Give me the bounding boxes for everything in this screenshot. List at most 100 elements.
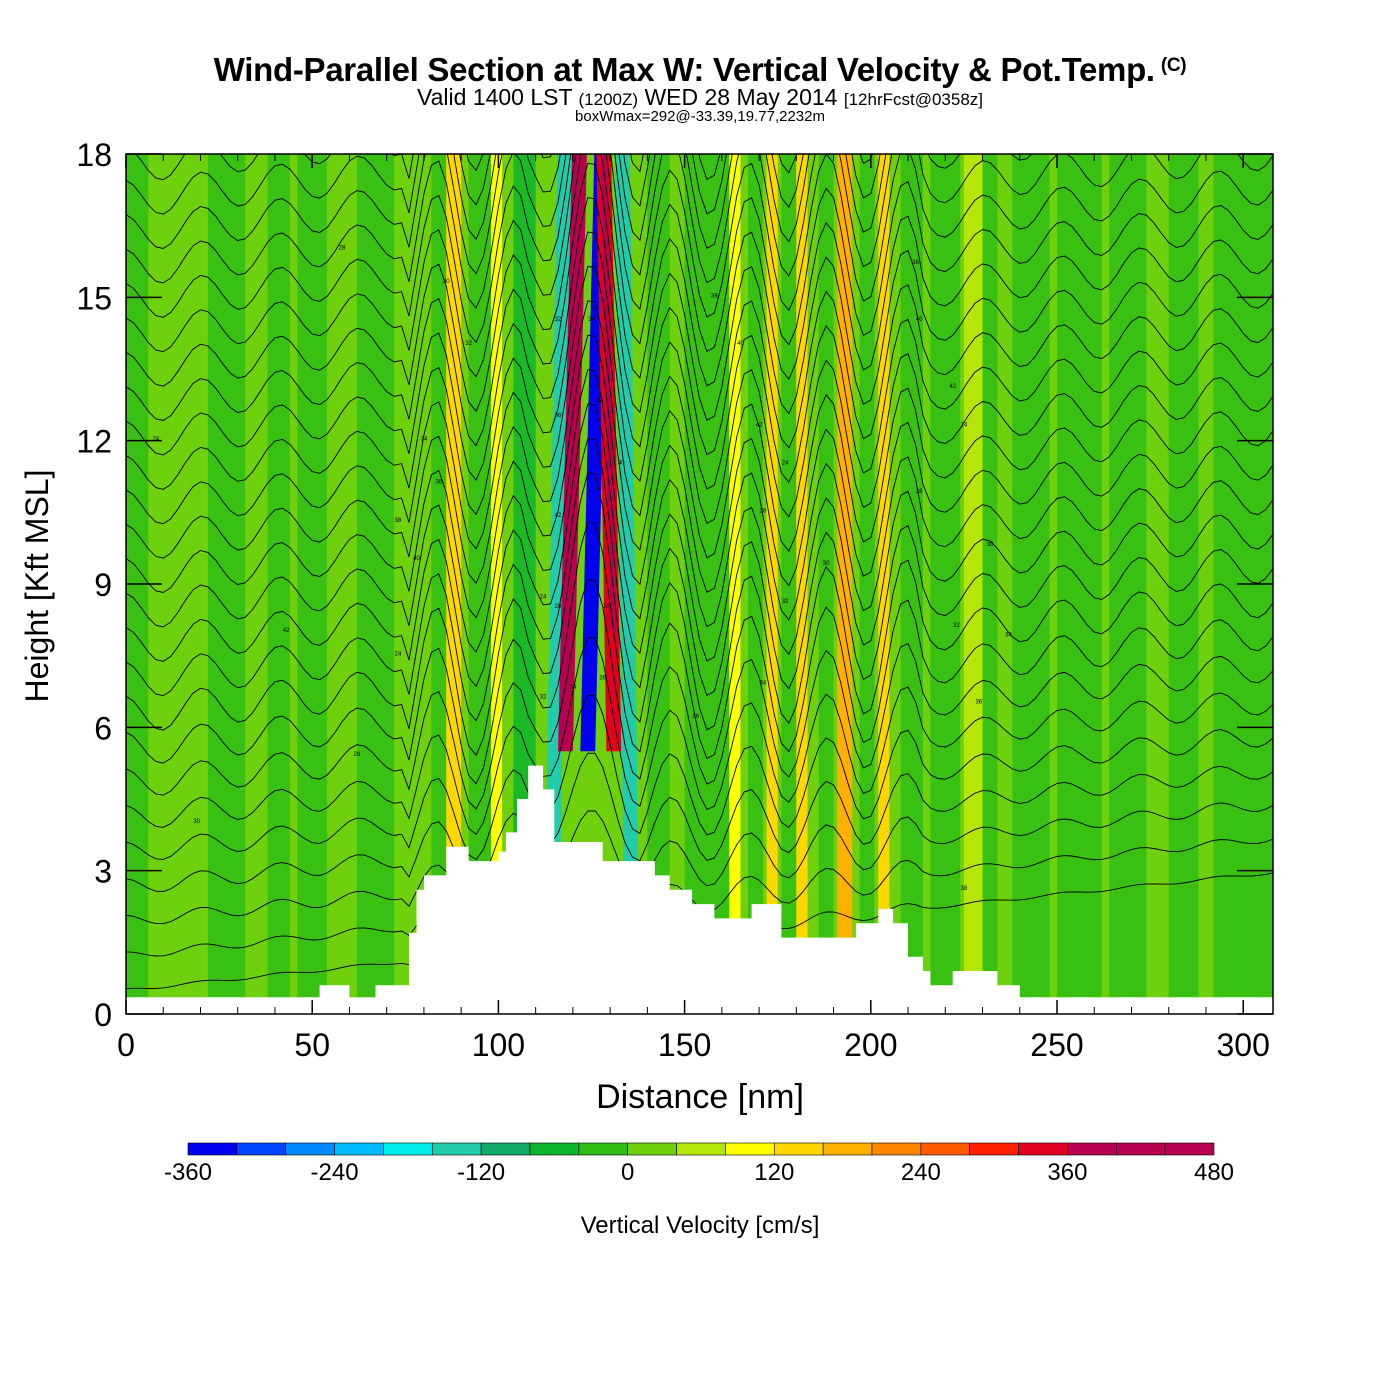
y-tick-label: 12 bbox=[76, 424, 112, 460]
subtitle-valid: Valid 1400 LST bbox=[416, 84, 573, 110]
contour-label: 36 bbox=[555, 413, 562, 419]
contour-label: 36 bbox=[435, 480, 442, 486]
contour-label: 40 bbox=[916, 317, 923, 323]
y-tick-label: 6 bbox=[94, 710, 112, 746]
contour-label: 24 bbox=[395, 652, 402, 658]
colorbar-cell bbox=[725, 1142, 775, 1156]
velocity-band bbox=[963, 154, 983, 1014]
contour-label: 34 bbox=[570, 685, 577, 691]
isentrope-line bbox=[126, 162, 1273, 447]
velocity-band bbox=[766, 154, 778, 1014]
field-texture-column bbox=[859, 154, 875, 1014]
colorbar-cell bbox=[871, 1142, 922, 1156]
chart-subtitle: Valid 1400 LST (1200Z) WED 28 May 2014 [… bbox=[0, 84, 1400, 111]
contour-label: 38 bbox=[596, 398, 603, 404]
contour-label: 40 bbox=[413, 556, 420, 562]
isentrope-line bbox=[135, 154, 873, 206]
field-texture-column bbox=[267, 154, 290, 1014]
field-texture-column bbox=[982, 154, 998, 1014]
isentrope-line bbox=[126, 0, 1273, 102]
colorbar-cell bbox=[822, 1142, 873, 1156]
isentrope-line bbox=[126, 472, 1273, 757]
isentrope-line bbox=[126, 231, 1273, 516]
contour-label: 28 bbox=[759, 508, 766, 514]
subtitle-fcst: [12hrFcst@0358z] bbox=[843, 90, 984, 109]
field-texture-column bbox=[163, 154, 186, 1014]
contour-label: 24 bbox=[782, 461, 789, 467]
contour-label: 32 bbox=[953, 623, 960, 629]
contour-label: 28 bbox=[339, 246, 346, 252]
contour-label: 32 bbox=[555, 317, 562, 323]
velocity-band-core bbox=[562, 154, 583, 632]
copyright-mark: (C) bbox=[1160, 55, 1187, 76]
contour-label: 36 bbox=[599, 676, 606, 682]
contour-label: 32 bbox=[465, 341, 472, 347]
isentrope-line bbox=[126, 579, 1273, 810]
box-info: boxWmax=292@-33.39,19.77,2232m bbox=[575, 108, 825, 125]
colorbar-cell bbox=[1115, 1142, 1166, 1156]
colorbar-cell bbox=[578, 1142, 629, 1156]
velocity-band bbox=[615, 154, 640, 1014]
colorbar-cell bbox=[431, 1142, 482, 1156]
colorbar-tick-label: 240 bbox=[901, 1159, 941, 1186]
colorbar-cell bbox=[187, 1142, 238, 1156]
contour-label: 30 bbox=[193, 819, 200, 825]
isentrope-line bbox=[126, 521, 1273, 785]
colorbar-cell bbox=[285, 1142, 335, 1156]
isentrope-line bbox=[466, 154, 484, 172]
colorbar-cell bbox=[676, 1142, 726, 1156]
isentrope-line bbox=[126, 637, 1273, 835]
title-text: Wind-Parallel Section at Max W: Vertical… bbox=[213, 51, 1155, 88]
contour-label: 34 bbox=[1005, 633, 1012, 639]
contour-label: 32 bbox=[540, 695, 547, 701]
colorbar: -360 -240 -120 0 120 240 360 480 bbox=[164, 1142, 1234, 1186]
field-texture-column bbox=[781, 154, 797, 1014]
field-texture-column bbox=[714, 154, 730, 1014]
isentrope-line bbox=[126, 300, 1273, 585]
contour-label: 42 bbox=[756, 422, 763, 428]
contour-label: 38 bbox=[961, 886, 968, 892]
x-tick-label: 250 bbox=[1030, 1027, 1083, 1063]
field-texture-column bbox=[1057, 154, 1102, 1014]
colorbar-tick-label: 360 bbox=[1047, 1159, 1087, 1186]
colorbar-cell bbox=[383, 1142, 433, 1156]
velocity-band bbox=[878, 154, 890, 1014]
isentrope-line bbox=[126, 154, 881, 241]
contour-label: 30 bbox=[603, 604, 610, 610]
y-tick-label: 9 bbox=[94, 567, 112, 603]
colorbar-label: Vertical Velocity [cm/s] bbox=[581, 1212, 820, 1239]
y-axis-label: Height [Kft MSL] bbox=[19, 470, 55, 703]
colorbar-cell bbox=[920, 1142, 971, 1156]
terrain-polygon bbox=[126, 765, 1273, 1014]
x-tick-label: 50 bbox=[294, 1027, 330, 1063]
isentrope-line bbox=[126, 752, 1273, 892]
colorbar-tick-label: 120 bbox=[754, 1159, 794, 1186]
subtitle-zulu: (1200Z) bbox=[578, 90, 639, 109]
field-texture-column bbox=[818, 154, 834, 1014]
contour-label: 28 bbox=[916, 489, 923, 495]
contour-label: 42 bbox=[949, 384, 956, 390]
contour-label: 34 bbox=[421, 437, 428, 443]
contour-label: 24 bbox=[540, 594, 547, 600]
field-texture-column bbox=[394, 154, 424, 1014]
x-axis-label: Distance [nm] bbox=[596, 1078, 804, 1116]
contour-label: 34 bbox=[759, 680, 766, 686]
colorbar-cell bbox=[773, 1142, 824, 1156]
contour-label: 40 bbox=[618, 461, 625, 467]
contour-label: 42 bbox=[555, 513, 562, 519]
colorbar-cell bbox=[334, 1142, 384, 1156]
contour-label: 28 bbox=[354, 752, 361, 758]
contour-label: 36 bbox=[975, 699, 982, 705]
isentrope-line bbox=[126, 334, 1273, 619]
subtitle-date: WED 28 May 2014 bbox=[644, 84, 838, 110]
isentrope-line bbox=[126, 694, 1273, 861]
contour-label: 32 bbox=[782, 599, 789, 605]
field-texture-column bbox=[747, 154, 763, 1014]
field-texture-column bbox=[930, 154, 961, 1014]
field-texture-column bbox=[431, 154, 447, 1014]
y-tick-label: 3 bbox=[94, 854, 112, 890]
contour-label: 28 bbox=[555, 604, 562, 610]
colorbar-cell bbox=[1018, 1142, 1068, 1156]
